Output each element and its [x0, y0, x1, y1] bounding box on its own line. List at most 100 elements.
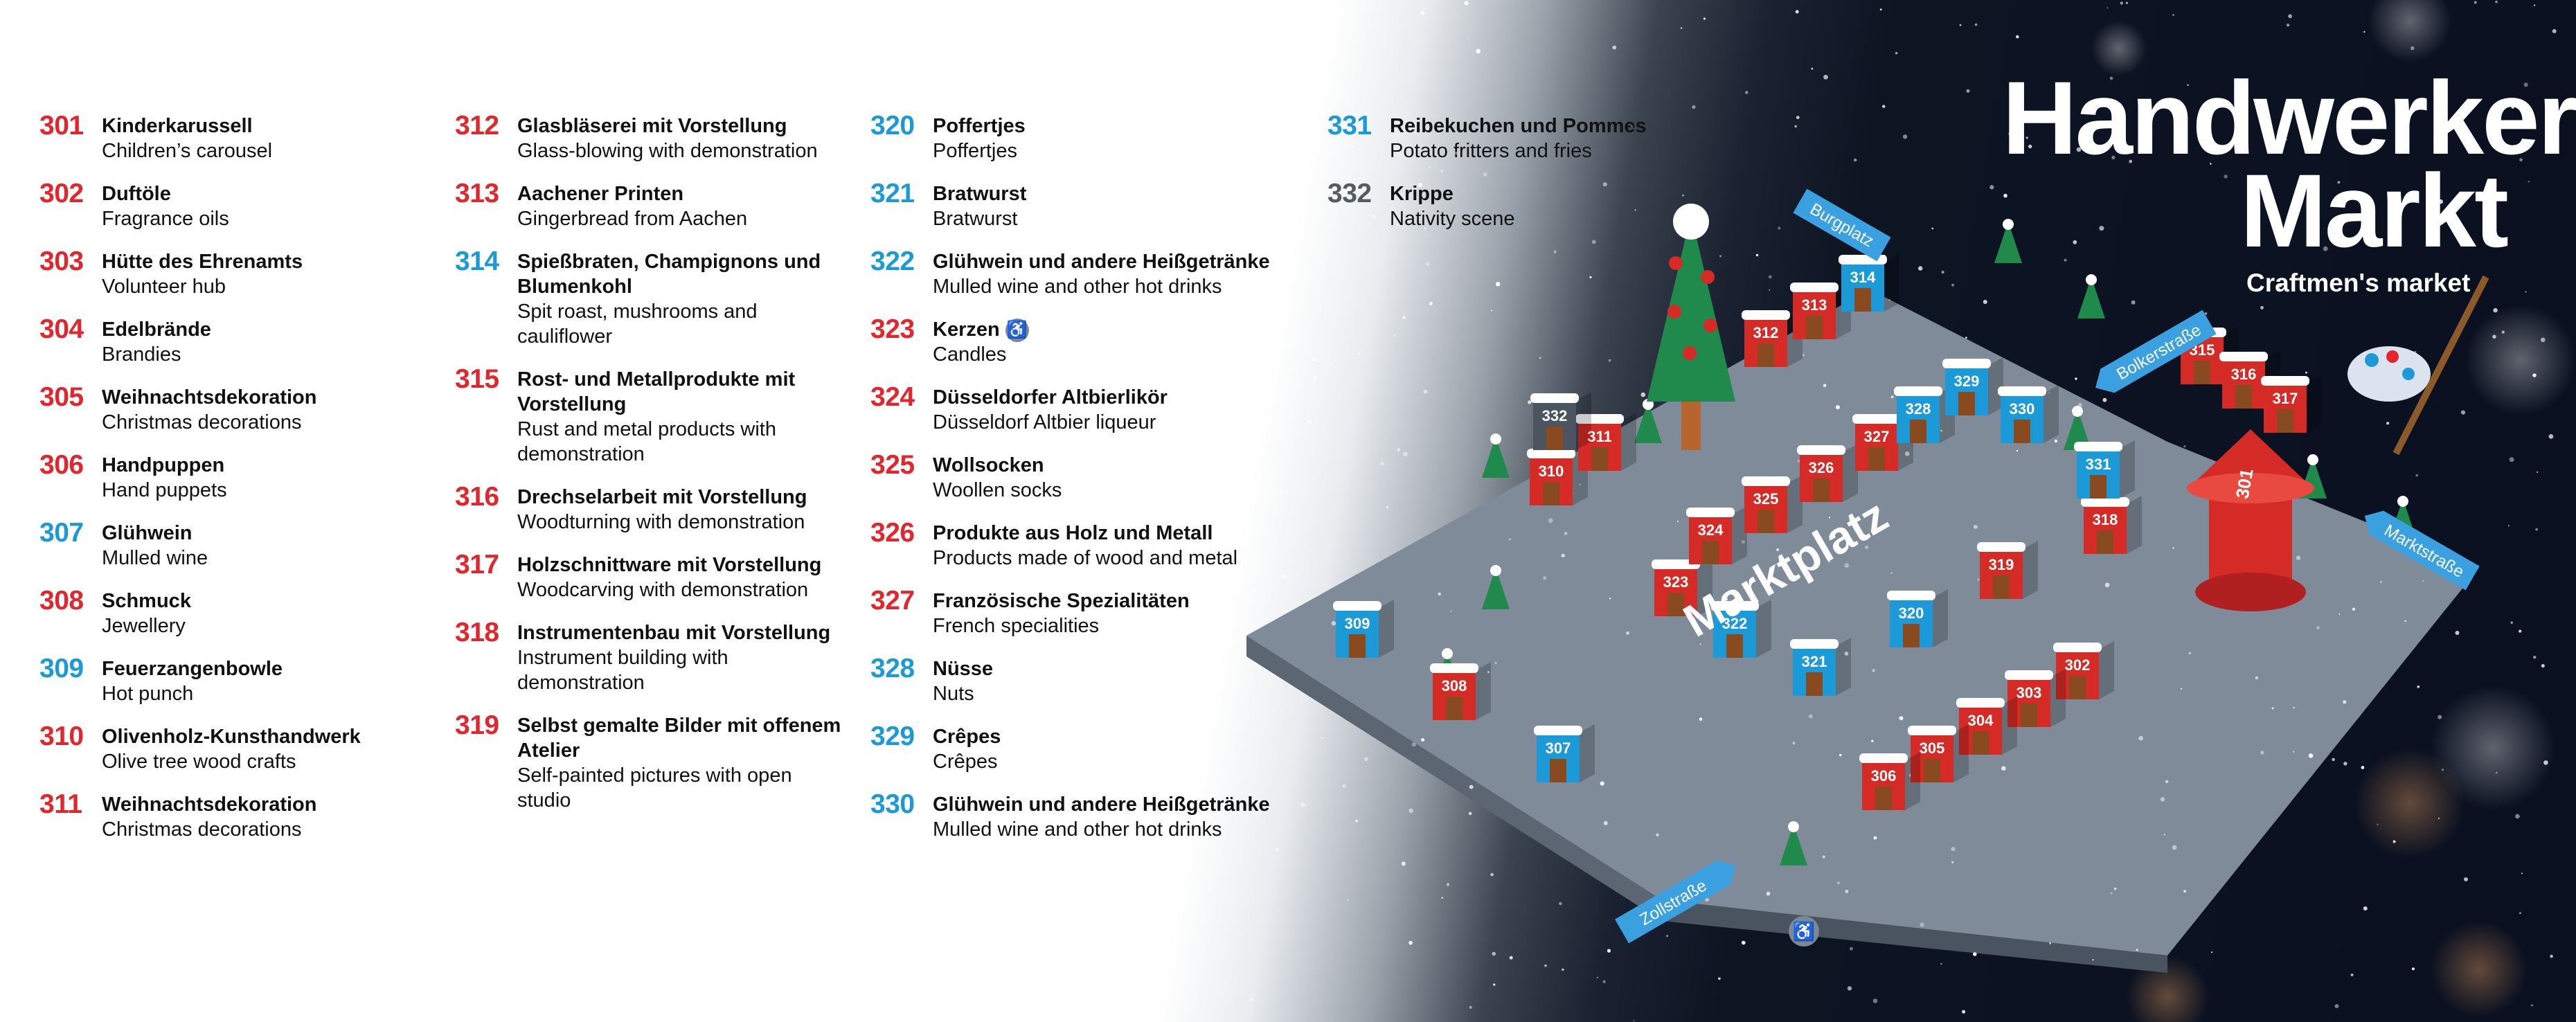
- stall-331: 331: [2074, 440, 2135, 499]
- stall-name-en: Self-painted pictures with open studio: [517, 764, 792, 812]
- stall-description: Handpuppen Hand puppets: [102, 453, 227, 503]
- wheelchair-icon: ♿: [1789, 916, 1819, 947]
- legend-entry-302: 302 Duftöle Fragrance oils: [39, 179, 427, 231]
- stall-318: 318: [2081, 496, 2142, 554]
- stall-number: 318: [455, 618, 499, 647]
- stall-description: Glühwein und andere Heißgetränke Mulled w…: [933, 249, 1270, 299]
- stall-number: 304: [39, 314, 84, 344]
- legend-entry-323: 323 Kerzen ♿ Candles: [870, 314, 1286, 367]
- stall-name-en: Instrument building with demonstration: [517, 647, 728, 694]
- market-subtitle: Craftmen's market: [2246, 269, 2471, 297]
- stall-name-de: Olivenholz-Kunsthandwerk: [102, 726, 361, 748]
- stall-name-de: Französische Spezialitäten: [933, 590, 1190, 613]
- stall-332: 332: [1530, 392, 1591, 450]
- stall-307: 307: [1534, 724, 1595, 782]
- stall-number: 308: [39, 586, 84, 616]
- legend-entry-331: 331 Reibekuchen und Pommes Potato fritters…: [1327, 111, 1715, 163]
- stall-name-de: Glühwein: [102, 522, 193, 544]
- stall-label: 330: [2010, 400, 2035, 418]
- stall-319: 319: [1977, 541, 2038, 599]
- stall-label: 323: [1663, 573, 1689, 591]
- stall-description: Bratwurst Bratwurst: [933, 181, 1026, 231]
- stall-320: 320: [1887, 589, 1948, 647]
- stall-description: Weihnachtsdekoration Christmas decoration…: [102, 792, 316, 842]
- legend-entry-328: 328 Nüsse Nuts: [870, 654, 1286, 706]
- stall-308: 308: [1430, 662, 1491, 720]
- stall-number: 303: [39, 246, 84, 276]
- stall-323: 323: [1652, 558, 1712, 616]
- legend-column-3: 320 Poffertjes Poffertjes 321 Bratwurst Bratw…: [870, 111, 1286, 857]
- stall-name-de: Glühwein und andere Heißgetränke: [933, 251, 1270, 273]
- stall-name-en: Crêpes: [933, 751, 998, 773]
- stall-name-en: Products made of wood and metal: [933, 547, 1238, 570]
- stall-label: 309: [1345, 615, 1370, 632]
- stall-label: 307: [1546, 739, 1571, 757]
- stall-name-de: Weihnachtsdekoration: [102, 794, 317, 816]
- stall-label: 302: [2065, 656, 2091, 674]
- stall-name-en: Candles: [933, 343, 1007, 366]
- legend-entry-312: 312 Glasbläserei mit Vorstellung Glass-blo…: [455, 111, 843, 163]
- stall-label: 303: [2016, 684, 2042, 701]
- stall-name-en: Gingerbread from Aachen: [517, 208, 748, 230]
- stall-name-de: Rost- und Metallprodukte mit Vorstellung: [517, 368, 796, 415]
- stall-name-de: Feuerzangenbowle: [102, 658, 283, 680]
- stall-description: Produkte aus Holz und Metall Products mad…: [933, 521, 1237, 571]
- stall-name-de: Kinderkarussell: [102, 115, 253, 137]
- title-line-1: Handwerker: [2002, 60, 2576, 176]
- legend-entry-307: 307 Glühwein Mulled wine: [39, 518, 427, 571]
- stall-name-de: Schmuck: [102, 590, 191, 612]
- stall-number: 302: [39, 179, 84, 208]
- stall-name-en: Bratwurst: [933, 208, 1018, 230]
- legend-entry-330: 330 Glühwein und andere Heißgetränke Mulle…: [870, 789, 1286, 842]
- stall-name-de: Edelbrände: [102, 319, 211, 341]
- stall-name-de: Duftöle: [102, 183, 171, 205]
- legend-entry-319: 319 Selbst gemalte Bilder mit offenem Ate…: [455, 710, 843, 813]
- legend-entry-325: 325 Wollsocken Woollen socks: [870, 450, 1286, 503]
- stall-number: 316: [455, 482, 499, 512]
- stall-label: 329: [1954, 373, 1980, 390]
- legend-entry-321: 321 Bratwurst Bratwurst: [870, 179, 1286, 231]
- tree-icon: [1780, 821, 1807, 866]
- stall-322: 322: [1710, 600, 1771, 658]
- stall-number: 310: [39, 721, 84, 751]
- stall-number: 321: [870, 179, 915, 208]
- market-title: Handwerker Markt: [2002, 60, 2576, 269]
- stall-label: 326: [1809, 459, 1834, 476]
- stall-label: 318: [2093, 511, 2118, 528]
- wheelchair-icon: ♿: [1005, 319, 1029, 343]
- stall-330: 330: [1998, 385, 2059, 443]
- stall-description: Aachener Printen Gingerbread from Aachen: [517, 181, 747, 231]
- stall-description: Weihnachtsdekoration Christmas decoration…: [102, 385, 316, 435]
- stall-name-en: French specialities: [933, 615, 1100, 638]
- stall-314: 314: [1839, 253, 1899, 312]
- stall-number: 317: [455, 550, 499, 580]
- stall-name-en: Glass-blowing with demonstration: [517, 140, 818, 162]
- tree-icon: [2077, 274, 2105, 319]
- stall-label: 313: [1802, 296, 1827, 314]
- stall-label: 304: [1968, 712, 1994, 729]
- stall-description: Olivenholz-Kunsthandwerk Olive tree wood …: [102, 724, 361, 774]
- legend-entry-303: 303 Hütte des Ehrenamts Volunteer hub: [39, 246, 427, 299]
- legend-entry-327: 327 Französische Spezialitäten French spec…: [870, 586, 1286, 638]
- stall-304: 304: [1956, 697, 2017, 755]
- stall-label: 308: [1442, 677, 1467, 694]
- stall-label: 328: [1906, 400, 1931, 418]
- stall-name-en: Christmas decorations: [102, 818, 302, 841]
- stall-number: 332: [1327, 179, 1372, 208]
- stall-number: 305: [39, 382, 84, 412]
- stall-number: 309: [39, 654, 84, 683]
- stall-name-en: Nuts: [933, 683, 974, 706]
- legend-entry-316: 316 Drechselarbeit mit Vorstellung Woodtur…: [455, 482, 843, 535]
- stall-description: Holzschnittware mit Vorstellung Woodcarvi…: [517, 553, 821, 602]
- legend-entry-329: 329 Crêpes Crêpes: [870, 721, 1286, 774]
- title-line-2: Markt: [2239, 152, 2509, 269]
- stall-name-de: Produkte aus Holz und Metall: [933, 522, 1213, 545]
- legend-entry-305: 305 Weihnachtsdekoration Christmas decorat…: [39, 382, 427, 435]
- stall-description: Glasbläserei mit Vorstellung Glass-blowin…: [517, 114, 818, 163]
- legend-entry-322: 322 Glühwein und andere Heißgetränke Mulle…: [870, 246, 1286, 299]
- stall-number: 331: [1327, 111, 1372, 141]
- stall-name-en: Hand puppets: [102, 479, 227, 501]
- stall-description: Edelbrände Brandies: [102, 317, 211, 367]
- stall-325: 325: [1742, 475, 1803, 533]
- stall-label: 322: [1722, 615, 1748, 632]
